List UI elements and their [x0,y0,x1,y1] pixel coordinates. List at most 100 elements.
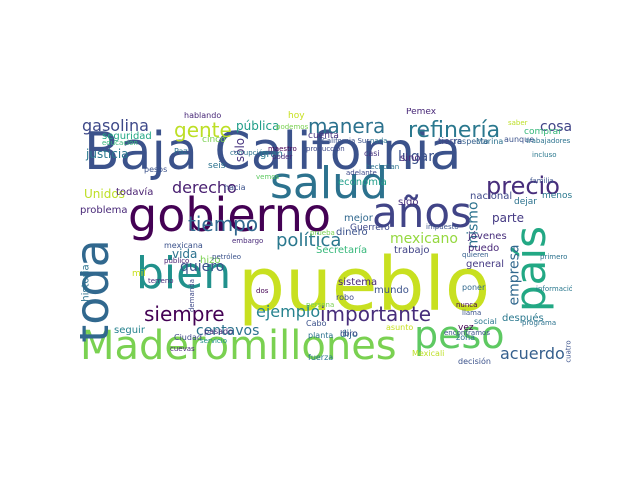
word: vez [458,323,474,333]
word: seis [208,161,226,171]
word: peso [414,313,505,357]
word: años [372,188,472,237]
word: familia [530,177,554,185]
word: poder [272,153,293,161]
word: menos [542,191,572,201]
word: Guerrero [350,223,390,233]
word: fuerza [308,353,334,362]
word: Cabo [306,319,327,328]
word: empresa [506,244,523,306]
word: dos [256,287,269,295]
word: cosa [540,119,572,135]
word: Baja California [84,122,462,182]
word: política [276,230,342,251]
word: derecho [172,178,237,197]
word: gente [174,118,232,142]
word: vemos [256,173,280,181]
word: primero [540,253,568,261]
word: cuevas [170,345,195,353]
word: quiero [180,259,225,275]
word: tiempo [188,212,259,236]
word: Maderomillones [80,323,397,369]
word: prueba [310,229,335,237]
word: llama [462,309,482,317]
word: manera [308,114,386,138]
word: educación [102,139,138,147]
word: hizo [200,255,221,266]
word: adelante [346,169,377,177]
word: sido [398,197,419,208]
word: todavía [116,187,154,198]
word: Pemex [406,108,437,117]
word: ejemplo [256,302,321,321]
word: lugar [398,149,434,165]
word: aunque [504,135,535,144]
word: información [536,285,572,293]
word: mexicana [164,241,203,250]
word: planta [308,331,334,340]
word: hacia [224,183,246,192]
word: Unidos [84,187,125,201]
word: podemos [276,123,309,131]
word: mexicano [390,231,458,247]
word: San [386,163,400,171]
word: refinería [408,118,501,143]
word: decisión [458,357,491,366]
word: cuenta [308,131,339,141]
word: dejar [514,197,537,207]
word: California Sur [322,137,370,145]
word: Secretaría [316,245,368,256]
word: general [466,259,505,270]
word: comprar [524,127,562,137]
word: mejor [344,213,373,224]
word: parte [492,211,524,225]
word: programa [522,319,557,327]
word: sino [400,153,421,164]
word: dinero [336,227,368,238]
word: nacional [470,191,513,202]
word: impuesto [426,223,459,231]
word: pesos [144,165,168,174]
word: libro [340,329,358,338]
word: mil [132,269,146,279]
word: casi [364,149,380,158]
word: servicio [200,337,227,345]
word: social [474,317,497,326]
word: puedo [468,243,500,254]
word: maestro [268,145,297,153]
word: justicia [86,147,129,161]
word: jóvenes [468,231,507,242]
word: hablando [184,111,222,120]
word: economía [338,177,387,188]
word: sistema [338,277,378,288]
word: gasolina [82,116,149,135]
word: Mexicali [412,349,445,358]
word: terreno [148,277,174,285]
word: cuatro [564,340,572,363]
word: bien [136,248,232,299]
word: quieren [462,251,489,259]
word: centavos [196,323,260,339]
word: mundo [374,285,409,296]
word: zona [456,333,476,342]
word: hecho [366,163,388,171]
word: gobierno [128,188,332,242]
word: producción [306,145,345,153]
word: robo [336,293,354,302]
word: hoy [288,111,305,121]
word: petróleo [212,253,242,261]
word: problema [80,205,128,216]
word: nunca [456,301,478,309]
word: trabajadores [526,137,571,145]
word: precio [486,172,560,200]
word: después [502,313,544,324]
word: vida [172,247,198,261]
word: Marina [476,137,504,146]
word: demanda [188,278,197,313]
word: encontramos [444,329,490,337]
word: pública [236,119,280,133]
word: incluso [532,151,557,159]
word: pueblo [238,242,491,328]
word: seguridad [102,131,152,142]
word: dijo [340,329,359,340]
